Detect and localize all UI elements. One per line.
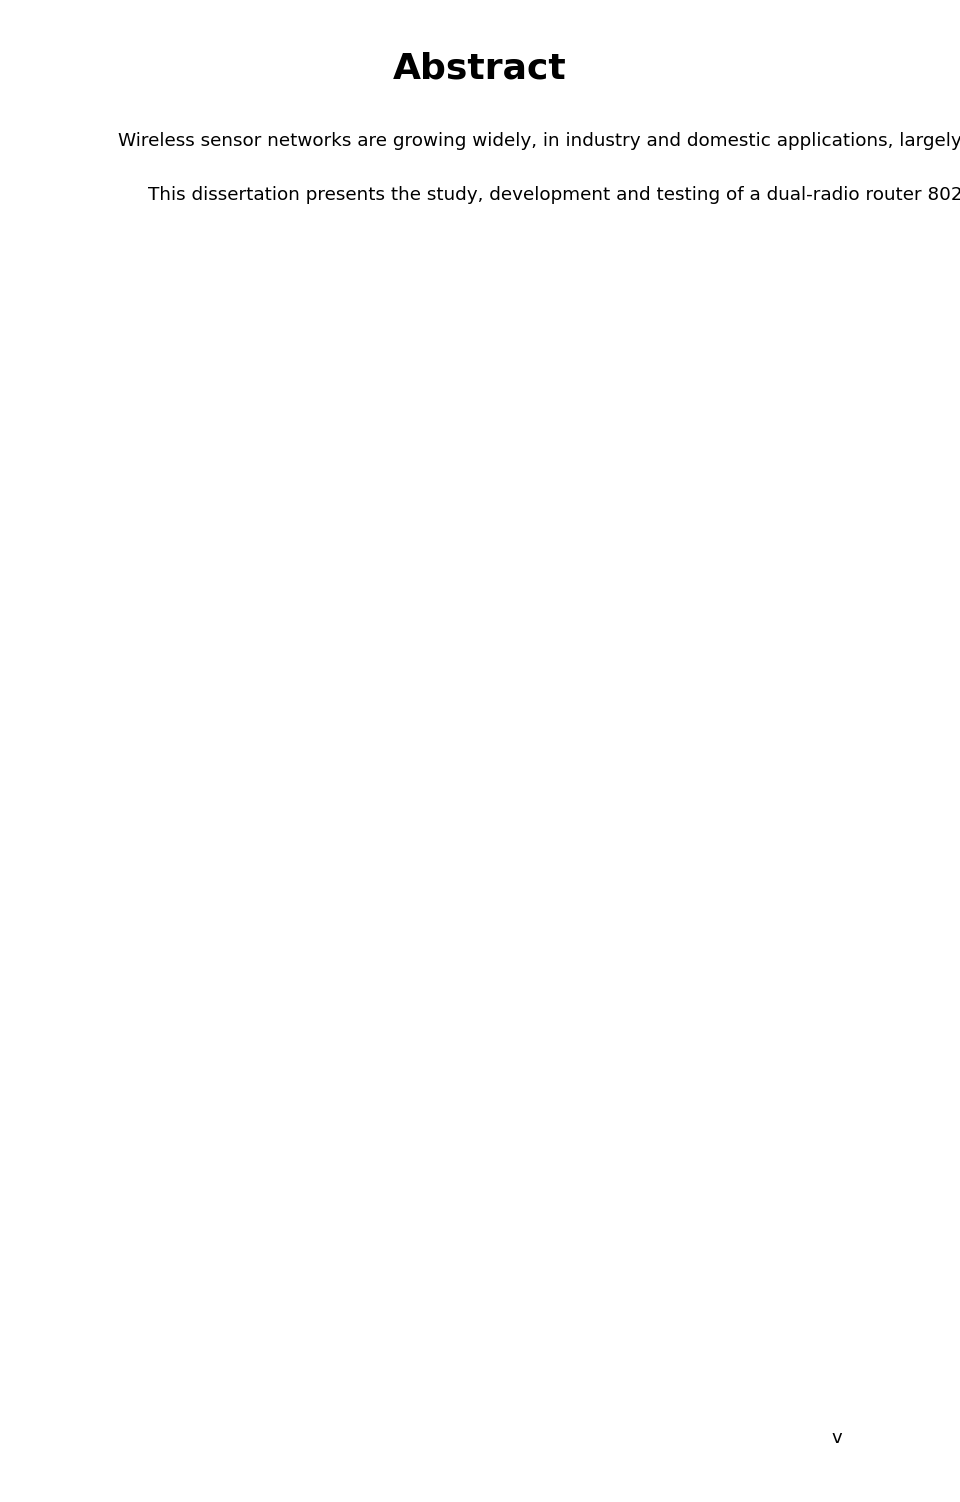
Text: v: v — [831, 1428, 842, 1446]
Text: This dissertation presents the study, development and testing of a dual-radio ro: This dissertation presents the study, de… — [148, 186, 960, 204]
Text: Abstract: Abstract — [394, 53, 566, 86]
Text: Wireless sensor networks are growing widely, in industry and domestic applicatio: Wireless sensor networks are growing wid… — [118, 132, 960, 150]
